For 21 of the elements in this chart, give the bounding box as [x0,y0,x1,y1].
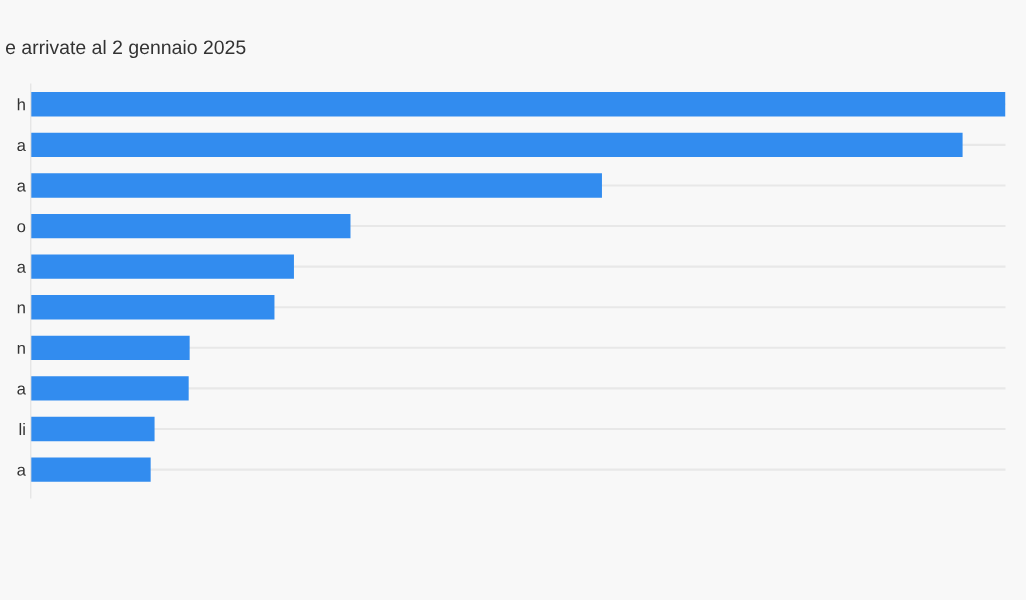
bar [30,132,963,158]
bar [30,295,275,320]
y-tick-label: a [17,385,26,395]
bar [30,457,151,482]
y-tick-label: a [17,466,26,476]
y-tick-label: a [17,182,26,192]
y-tick-label: a [17,141,26,152]
bar [30,416,155,442]
y-tick-label: li [19,422,25,436]
y-tick-label: n [17,304,25,314]
y-tick-label: n [17,344,25,354]
y-tick-label: a [17,263,26,273]
bar [30,92,1006,117]
bar [30,376,189,401]
y-tick-label: o [17,223,26,233]
bar [30,213,351,239]
bar [30,335,190,360]
y-tick-label: h [17,98,25,111]
bar [30,254,294,279]
chart-title: e arrivate al 2 gennaio 2025 [5,39,246,59]
bar [30,173,602,198]
